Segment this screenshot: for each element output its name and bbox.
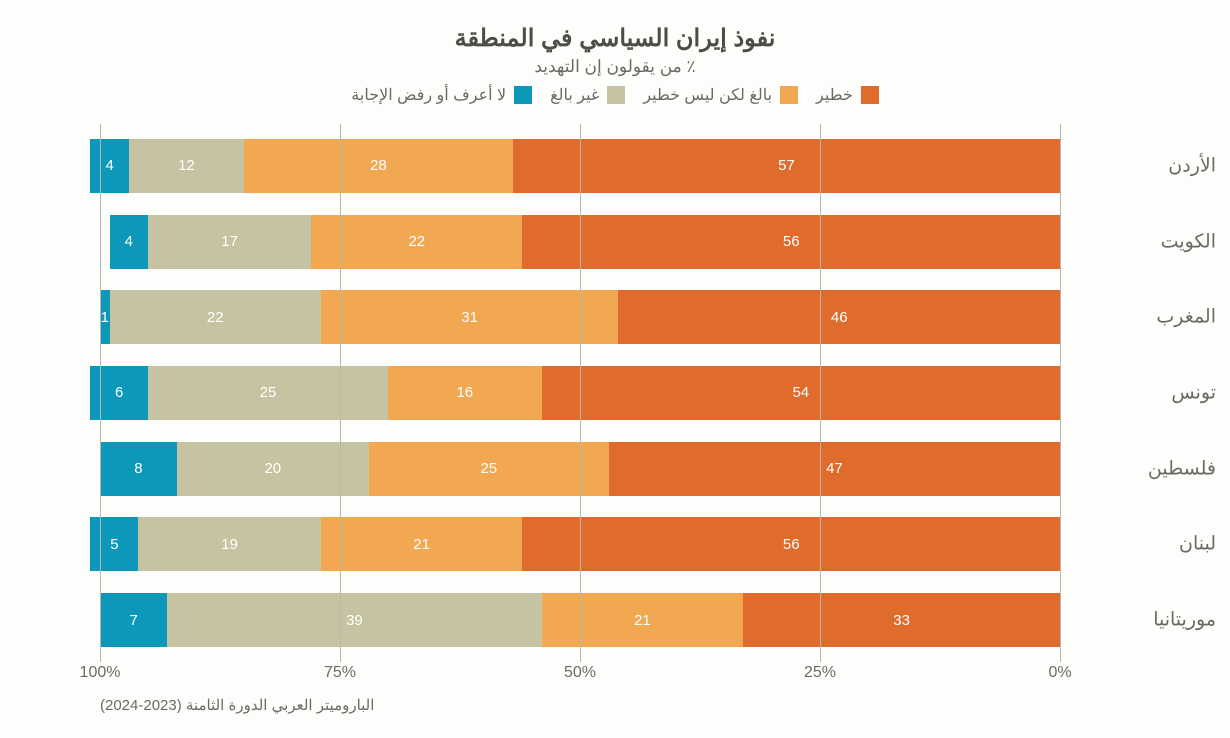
bar-value-label: 7 <box>129 612 137 629</box>
bar-value-label: 25 <box>480 460 497 477</box>
bar-value-label: 22 <box>408 233 425 250</box>
legend-swatch <box>514 86 532 104</box>
bar-value-label: 16 <box>456 384 473 401</box>
bar-value-label: 25 <box>260 384 277 401</box>
bar-segment: 4 <box>90 139 128 193</box>
bar-value-label: 12 <box>178 157 195 174</box>
grid-line <box>820 124 821 662</box>
bar-segment: 1 <box>100 290 110 344</box>
bar-value-label: 4 <box>125 233 133 250</box>
bar-value-label: 57 <box>778 157 795 174</box>
bar-segment: 21 <box>542 593 744 647</box>
chart-title: نفوذ إيران السياسي في المنطقة <box>0 24 1230 53</box>
bar-segment: 28 <box>244 139 513 193</box>
bar-segment: 12 <box>129 139 244 193</box>
bar-value-label: 22 <box>207 309 224 326</box>
chart-container: نفوذ إيران السياسي في المنطقة ٪ من يقولو… <box>0 0 1230 738</box>
grid-line <box>580 124 581 662</box>
bar-segment: 22 <box>311 215 522 269</box>
bar-segment: 4 <box>110 215 148 269</box>
bar-segment: 7 <box>100 593 167 647</box>
footnote: الباروميتر العربي الدورة الثامنة (2023-2… <box>100 696 374 714</box>
x-tick-label: 50% <box>564 664 596 682</box>
x-tick-label: 0% <box>1048 664 1071 682</box>
bar-segment: 22 <box>110 290 321 344</box>
legend-swatch <box>607 86 625 104</box>
category-label: لبنان <box>1070 533 1230 556</box>
bar-segment: 54 <box>542 366 1060 420</box>
bar-value-label: 21 <box>634 612 651 629</box>
bar-value-label: 5 <box>110 536 118 553</box>
legend-label: غير بالغ <box>550 85 599 105</box>
category-label: فلسطين <box>1070 457 1230 480</box>
x-tick-label: 75% <box>324 664 356 682</box>
legend-label: بالغ لكن ليس خطير <box>643 85 772 105</box>
bar-segment: 46 <box>618 290 1060 344</box>
bar-value-label: 33 <box>893 612 910 629</box>
bar-segment: 21 <box>321 517 523 571</box>
bar-value-label: 17 <box>221 233 238 250</box>
category-label: المغرب <box>1070 306 1230 329</box>
bar-value-label: 54 <box>792 384 809 401</box>
legend-label: لا أعرف أو رفض الإجابة <box>351 85 506 105</box>
bar-value-label: 20 <box>264 460 281 477</box>
plot-area: الأردن5728124الكويت5622174المغرب4631221ت… <box>100 128 1060 658</box>
grid-line <box>100 124 101 662</box>
legend-label: خطير <box>816 85 853 105</box>
chart-subtitle: ٪ من يقولون إن التهديد <box>0 57 1230 77</box>
category-label: الأردن <box>1070 154 1230 177</box>
bar-value-label: 6 <box>115 384 123 401</box>
legend: خطير بالغ لكن ليس خطير غير بالغ لا أعرف أو … <box>0 85 1230 105</box>
legend-swatch <box>780 86 798 104</box>
category-label: موريتانيا <box>1070 609 1230 632</box>
x-axis: 0%25%50%75%100% <box>100 664 1060 688</box>
legend-item: غير بالغ <box>550 85 625 105</box>
x-tick-label: 25% <box>804 664 836 682</box>
bar-value-label: 1 <box>101 309 109 326</box>
bar-value-label: 28 <box>370 157 387 174</box>
bar-segment: 57 <box>513 139 1060 193</box>
x-tick-label: 100% <box>80 664 121 682</box>
bar-segment: 25 <box>148 366 388 420</box>
bar-value-label: 56 <box>783 233 800 250</box>
bar-segment: 16 <box>388 366 542 420</box>
bar-value-label: 39 <box>346 612 363 629</box>
bar-value-label: 4 <box>105 157 113 174</box>
bar-value-label: 31 <box>461 309 478 326</box>
bar-segment: 19 <box>138 517 320 571</box>
bar-segment: 33 <box>743 593 1060 647</box>
grid-line <box>340 124 341 662</box>
bar-segment: 17 <box>148 215 311 269</box>
bar-value-label: 8 <box>134 460 142 477</box>
bar-segment: 56 <box>522 517 1060 571</box>
bar-segment: 25 <box>369 442 609 496</box>
legend-swatch <box>861 86 879 104</box>
bar-segment: 5 <box>90 517 138 571</box>
bar-segment: 47 <box>609 442 1060 496</box>
legend-item: لا أعرف أو رفض الإجابة <box>351 85 532 105</box>
category-label: الكويت <box>1070 230 1230 253</box>
bar-value-label: 56 <box>783 536 800 553</box>
grid-line <box>1060 124 1061 662</box>
bar-value-label: 47 <box>826 460 843 477</box>
bar-value-label: 46 <box>831 309 848 326</box>
bar-segment: 56 <box>522 215 1060 269</box>
category-label: تونس <box>1070 381 1230 404</box>
legend-item: بالغ لكن ليس خطير <box>643 85 798 105</box>
bar-segment: 31 <box>321 290 619 344</box>
bar-value-label: 19 <box>221 536 238 553</box>
bar-segment: 39 <box>167 593 541 647</box>
bar-segment: 8 <box>100 442 177 496</box>
legend-item: خطير <box>816 85 879 105</box>
bar-value-label: 21 <box>413 536 430 553</box>
